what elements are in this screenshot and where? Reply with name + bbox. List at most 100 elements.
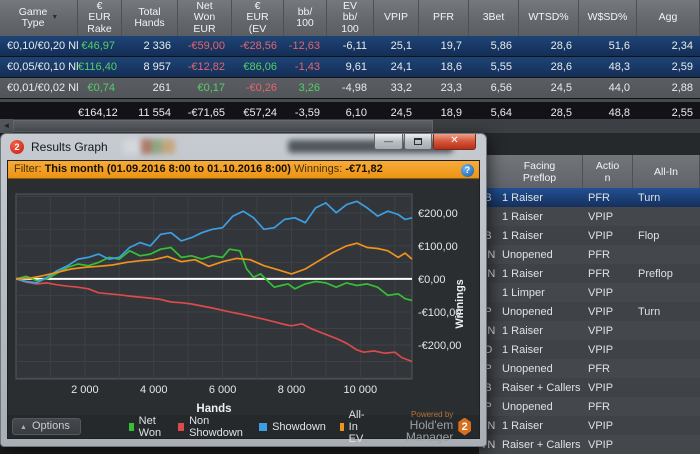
caret-up-icon: ▲ [20,424,27,431]
table-cell: -€28,56 [239,40,277,52]
column-header[interactable]: 3Bet [469,0,519,36]
powered-by-line2: Hold'em Manager [405,417,454,444]
y-tick-label: -€200,00 [418,340,461,352]
y-tick-label: €200,00 [418,208,458,220]
hand-row[interactable]: 1 Raiser VPIP [479,207,700,226]
table-cell: 1 Raiser [502,229,543,242]
options-button[interactable]: ▲ Options [12,418,81,435]
table-cell: 25,1 [390,40,412,52]
help-icon[interactable]: ? [461,163,474,177]
hand-row[interactable]: TN 1 Raiser VPIP [479,321,700,340]
hm2-logo-icon: 2 [458,417,471,436]
results-graph-window: 2 Results Graph — ✕ Filter: This month (… [0,133,487,447]
x-axis-title: Hands [196,403,231,415]
minimize-button[interactable]: — [374,134,403,150]
column-header[interactable]: bb/ 100 [284,0,327,36]
hand-list-table: Facing Preflop Actio n All-In B 1 Raiser PFR… [479,133,700,454]
column-header[interactable]: All-In [633,155,700,188]
table-cell: PFR [588,362,610,375]
horizontal-scrollbar[interactable]: ◄ [0,119,700,133]
column-header[interactable]: Total Hands [122,0,178,36]
table-cell: Unopened [502,305,553,318]
maximize-button[interactable] [404,134,432,150]
table-cell: 44,0 [608,82,630,94]
table-cell: 1 Raiser [502,343,543,356]
clipped-position-cell: B [484,381,492,394]
table-cell: Turn [638,305,661,318]
legend-item[interactable]: All-In EV [339,409,369,445]
table-cell: 1 Raiser [502,324,543,337]
hand-row[interactable]: P Unopened PFR [479,359,700,378]
table-cell: €0,01/€0,02 Nl [7,82,78,94]
hand-row[interactable]: B 1 Raiser VPIP Flop [479,226,700,245]
blurred-titlebar-icons [123,139,175,154]
column-header[interactable]: Game Type ▼ [0,0,78,36]
legend-item[interactable]: Net Won [128,415,164,439]
hand-row[interactable]: P Unopened PFR [479,397,700,416]
hand-row[interactable]: TN 1 Raiser PFR Preflop [479,264,700,283]
powered-by: Powered by Hold'em Manager 2 [383,410,471,444]
table-row[interactable]: €0,10/€0,20 Nl €46,97 2 336 -€59,00 -€28,56-… [0,36,700,57]
legend-swatch-icon [259,422,268,431]
table-cell: €164,12 [78,106,118,119]
column-header[interactable]: PFR [419,0,469,36]
legend-swatch-icon [128,422,134,431]
column-header[interactable]: Agg [637,0,700,36]
table-cell: €116,40 [78,61,117,73]
column-header[interactable]: EV bb/ 100 [327,0,374,36]
table-cell: 33,2 [390,82,412,94]
column-header[interactable]: Actio n [583,155,633,188]
totals-row: €164,12 11 554 -€71,65 €57,24 -3,59 6,10 24,5 1… [0,102,700,123]
clipped-position-cell: B [484,191,492,204]
table-cell: 18,6 [440,61,462,73]
hand-row[interactable]: B 1 Raiser PFR Turn [479,188,700,207]
table-row[interactable]: €0,05/€0,10 Nl €116,40 8 957 -€12,82 €86,06 -… [0,57,700,78]
table-cell: 2,59 [671,61,693,73]
column-header[interactable]: € EUR Rake [78,0,122,36]
table-cell: 261 [152,82,171,94]
sort-arrow-icon: ▼ [51,14,59,22]
table-cell: €46,97 [81,40,115,52]
filter-label: Filter: [14,163,42,175]
table-cell: 6,10 [345,106,367,119]
table-cell: Unopened [502,248,553,261]
hand-row[interactable]: TN Unopened PFR [479,245,700,264]
filter-range: This month (01.09.2016 8:00 to 01.10.201… [44,163,291,175]
table-cell: 9,61 [345,61,367,73]
legend-item[interactable]: Non Showdown [178,415,245,439]
hand-row[interactable]: 1 Limper VPIP [479,283,700,302]
column-header[interactable]: W$SD% [579,0,637,36]
column-header[interactable]: Net Won EUR [178,0,232,36]
column-header[interactable]: WTSD% [519,0,579,36]
hand-row[interactable]: P Unopened VPIP Turn [479,302,700,321]
window-titlebar[interactable]: 2 Results Graph — ✕ [1,134,486,160]
x-tick-label: 6 000 [209,384,237,396]
table-cell: 5,86 [490,40,512,52]
column-header[interactable]: Facing Preflop [497,155,583,188]
table-cell: 48,3 [608,61,630,73]
table-cell: -€12,82 [187,61,225,73]
legend-item[interactable]: Showdown [259,421,326,433]
table-cell: -€0,26 [245,82,277,94]
hm2-app-icon: 2 [10,140,24,154]
table-cell: Turn [638,191,661,204]
hand-row[interactable]: TN 1 Raiser VPIP [479,416,700,435]
table-cell: 1 Raiser [502,210,543,223]
close-button[interactable]: ✕ [433,134,476,150]
series-line-showdown [15,200,413,284]
series-line-net-won [15,246,413,302]
hand-row[interactable]: O 1 Raiser VPIP [479,340,700,359]
clipped-position-cell: P [484,362,492,375]
table-cell: VPIP [588,343,614,356]
table-row[interactable]: €0,01/€0,02 Nl €0,74 261 €0,17 -€0,26 3,26 -4,… [0,78,700,99]
column-header[interactable]: € EUR (EV [232,0,284,36]
hand-row[interactable]: B Raiser + Callers VPIP [479,378,700,397]
column-header[interactable]: VPIP [374,0,419,36]
hand-row[interactable]: TN Raiser + Callers VPIP [479,435,700,454]
table-cell: 2,88 [671,82,693,94]
table-cell: 24,5 [390,106,412,119]
hand-list-header: Facing Preflop Actio n All-In [479,155,700,188]
scrollbar-thumb[interactable] [13,120,433,132]
scroll-left-arrow-icon[interactable]: ◄ [0,119,13,133]
table-cell: VPIP [588,305,614,318]
